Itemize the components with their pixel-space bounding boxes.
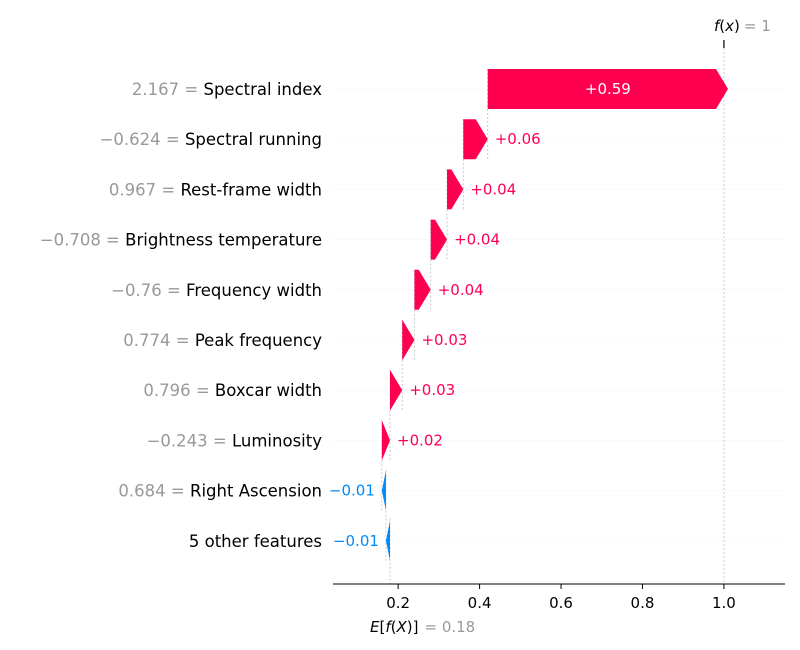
x-axis: 0.2 0.4 0.6 0.8 1.0 [333, 583, 785, 612]
feature-label: −0.708 = Brightness temperature [40, 231, 322, 250]
bar-value-label: −0.01 [333, 532, 379, 550]
contribution-bar [430, 219, 448, 260]
feature-name: Peak frequency [195, 331, 322, 350]
bar-value-label: +0.02 [397, 431, 443, 449]
fx-label: f(x) = 1 [714, 17, 771, 35]
equals-sign: = [156, 180, 180, 199]
bar-value-label: −0.01 [329, 482, 375, 500]
bar-value-label: +0.59 [585, 80, 631, 98]
bar-value-label: +0.03 [421, 331, 467, 349]
feature-name: Spectral running [185, 130, 322, 149]
expected-value: 0.18 [442, 618, 475, 636]
feature-label: 0.967 = Rest-frame width [109, 180, 322, 199]
equals-sign: = [161, 130, 185, 149]
bar-value-label: +0.04 [454, 231, 500, 249]
feature-labels: +0.59 2.167 = Spectral index +0.06 −0.624 =… [40, 80, 631, 551]
feature-name: Boxcar width [215, 381, 322, 400]
bar-value-label: +0.04 [470, 180, 516, 198]
contribution-bar [414, 269, 431, 310]
feature-name: 5 other features [189, 532, 322, 551]
feature-label: 5 other features [189, 532, 322, 551]
reference-lines [381, 40, 725, 584]
equals-sign: = [208, 431, 232, 450]
contribution-bar [381, 470, 386, 511]
equals-sign: = [191, 381, 215, 400]
contribution-bar [402, 320, 415, 360]
contribution-bar [447, 169, 464, 210]
feature-value: 0.774 [123, 331, 170, 350]
x-tick-label: 0.6 [549, 594, 573, 612]
feature-label: −0.243 = Luminosity [147, 431, 323, 450]
x-tick-label: 0.4 [468, 594, 492, 612]
feature-name: Frequency width [186, 281, 322, 300]
bar-value-label: +0.04 [438, 281, 484, 299]
equals-sign: = [162, 281, 186, 300]
feature-name: Luminosity [232, 431, 322, 450]
equals-sign: = [166, 482, 190, 501]
bar-value-label: +0.06 [495, 130, 541, 148]
row-gridlines [333, 88, 785, 542]
feature-value: −0.76 [111, 281, 162, 300]
feature-label: −0.76 = Frequency width [111, 281, 322, 300]
feature-value: 2.167 [132, 80, 179, 99]
feature-name: Brightness temperature [125, 231, 322, 250]
feature-label: −0.624 = Spectral running [100, 130, 322, 149]
contribution-bar [385, 520, 391, 561]
contribution-bar [390, 370, 403, 411]
equals-sign: = [101, 231, 125, 250]
contribution-bar [381, 420, 391, 461]
x-tick-label: 1.0 [712, 594, 736, 612]
feature-value: −0.243 [147, 431, 208, 450]
bar-value-label: +0.03 [409, 381, 455, 399]
fx-value: 1 [761, 17, 771, 35]
feature-name: Right Ascension [190, 482, 322, 501]
equals-sign: = [170, 331, 194, 350]
expected-value-label: E[f(X)] = 0.18 [370, 618, 475, 636]
contribution-bar [487, 69, 728, 109]
x-tick-label: 0.2 [386, 594, 410, 612]
contribution-bars [381, 69, 728, 561]
equals-sign: = [179, 80, 203, 99]
feature-name: Spectral index [203, 80, 322, 99]
feature-label: 0.684 = Right Ascension [118, 482, 322, 501]
feature-name: Rest-frame width [180, 180, 322, 199]
feature-value: −0.708 [40, 231, 101, 250]
feature-label: 0.796 = Boxcar width [143, 381, 322, 400]
feature-label: 0.774 = Peak frequency [123, 331, 322, 350]
feature-value: −0.624 [100, 130, 161, 149]
contribution-bar [463, 119, 488, 160]
feature-value: 0.684 [118, 482, 165, 501]
x-tick-label: 0.8 [631, 594, 655, 612]
feature-value: 0.796 [143, 381, 190, 400]
feature-value: 0.967 [109, 180, 156, 199]
feature-label: 2.167 = Spectral index [132, 80, 322, 99]
